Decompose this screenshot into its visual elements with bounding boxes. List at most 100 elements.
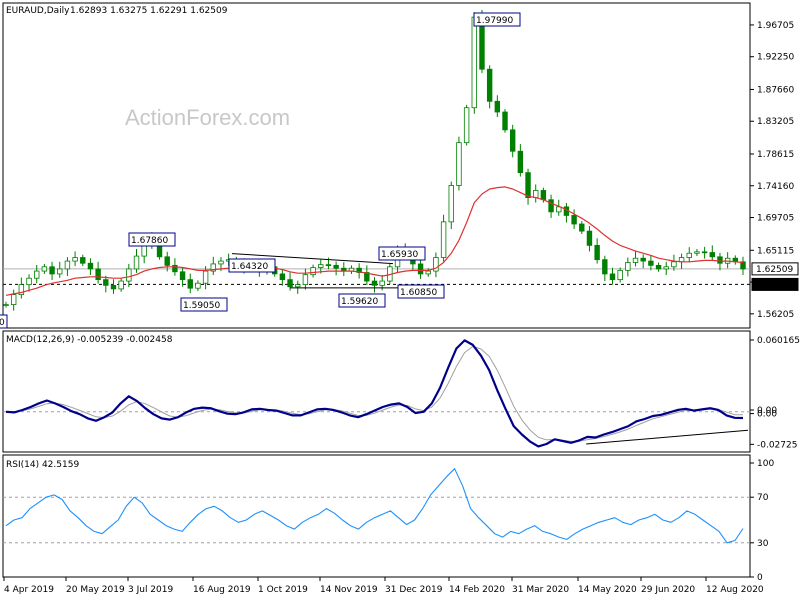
support-price-tag-box (751, 277, 799, 291)
rsi-line (5, 468, 744, 544)
x-tick-label: 3 Jul 2019 (128, 585, 173, 595)
price-series (3, 9, 746, 311)
price-annotations: 1.97990 1.67860 1.64320 1.65930 1.59050 1.596… (0, 12, 521, 329)
candle-body (41, 266, 48, 272)
annotation-box (228, 258, 276, 273)
candle-body (609, 273, 616, 281)
x-tick-label: 16 Aug 2019 (193, 585, 251, 595)
candle-body (179, 271, 186, 281)
candle-body (448, 185, 454, 223)
y-tick-label: 100 (757, 459, 774, 469)
candle-body (80, 257, 86, 264)
y-tick-label: 0.060165 (757, 336, 800, 346)
macd-line (5, 339, 744, 448)
candle-body (310, 267, 316, 276)
y-tick-label: 0.00 (757, 410, 777, 420)
y-tick-label: 1.83205 (757, 117, 794, 127)
candle-body (640, 257, 646, 262)
candle-body (717, 256, 723, 264)
support-price-tag: 1.60330 (756, 280, 793, 290)
rsi-pane: RSI(14) 42.5159 100 70 30 0 (2, 454, 774, 583)
candle-body (210, 263, 216, 272)
candle-body (302, 274, 309, 286)
candle-body (333, 264, 339, 269)
price-pane-frame (2, 2, 751, 329)
candle-body (195, 282, 201, 289)
x-tick-label: 31 Dec 2019 (385, 585, 443, 595)
candle-body (671, 261, 677, 268)
rsi-y-axis: 100 70 30 0 (750, 459, 774, 583)
candle-body (49, 266, 55, 275)
last-price-tag-box (751, 262, 799, 276)
annotation-box (0, 314, 8, 329)
y-tick-label: 0.00 (757, 406, 777, 416)
candle-body (579, 223, 585, 232)
price-ohlc-label: 1.62893 1.63275 1.62291 1.62509 (70, 6, 228, 16)
macd-trendline (586, 429, 749, 445)
candle-body (525, 172, 531, 198)
y-tick-label: -0.02725 (757, 440, 797, 450)
candle-body (279, 273, 286, 281)
candle-body (494, 100, 501, 113)
candle-body (57, 268, 63, 275)
x-tick-label: 1 Oct 2019 (258, 585, 308, 595)
candle-body (110, 284, 117, 290)
candle-body (456, 142, 462, 186)
y-tick-label: 70 (757, 493, 769, 503)
candle-body (540, 190, 547, 201)
macd-series (5, 339, 749, 448)
candle-body (379, 280, 385, 286)
candle-body (632, 257, 639, 263)
rsi-pane-title: RSI(14) 42.5159 (6, 460, 79, 470)
candle-body (26, 277, 32, 286)
rsi-reference-lines (3, 496, 750, 544)
x-axis: 4 Apr 2019 20 May 2019 3 Jul 2019 16 Aug 20… (3, 577, 764, 595)
candle-body (686, 252, 692, 258)
y-tick-label: 1.69705 (757, 214, 794, 224)
macd-y-axis: 0.060165 0.000.00 -0.02725 (750, 336, 800, 450)
annotation-label: 1.60850 (400, 288, 437, 298)
upper-trendline (231, 253, 394, 265)
annotation-box (338, 293, 386, 308)
annotation-label: 1.64320 (231, 262, 268, 272)
macd-pane-title: MACD(12,26,9) -0.005239 -0.002458 (6, 335, 173, 345)
price-pane: EURAUD,Daily 1.62893 1.63275 1.62291 1.6… (0, 2, 799, 329)
price-pane-title: EURAUD,Daily (6, 6, 70, 16)
candle-body (463, 107, 470, 144)
x-tick-label: 12 Aug 2020 (706, 585, 764, 595)
x-tick-label: 20 May 2019 (66, 585, 125, 595)
candle-body (187, 279, 193, 289)
annotation-label: 1.59620 (341, 297, 378, 307)
annotation-box (397, 284, 445, 299)
macd-pane: MACD(12,26,9) -0.005239 -0.002458 0.0601… (2, 330, 800, 453)
y-tick-label: 1.65115 (757, 246, 794, 256)
candle-body (617, 269, 623, 281)
price-tags: 1.62509 1.60330 (751, 262, 799, 291)
moving-average-line (5, 186, 744, 296)
candle-body (318, 264, 324, 268)
annotation-label: 1.67860 (131, 236, 168, 246)
candle-body (433, 257, 439, 272)
candle-body (440, 221, 447, 258)
annotation-label: 1.97990 (476, 16, 513, 26)
candle-body (295, 284, 301, 288)
candle-body (655, 264, 662, 270)
y-tick-label: 1.87660 (757, 85, 794, 95)
candle-body (663, 266, 669, 270)
y-tick-label: 1.74160 (757, 182, 794, 192)
candle-body (72, 257, 78, 262)
candle-body (594, 244, 600, 261)
y-tick-label: 30 (757, 539, 769, 549)
candle-body (648, 260, 654, 266)
candle-body (64, 260, 71, 270)
candle-body (356, 267, 362, 273)
annotation-box (473, 12, 521, 27)
candle-body (325, 264, 332, 267)
candle-body (701, 251, 708, 254)
y-tick-label: 1.78615 (757, 150, 794, 160)
y-tick-label: 1.92250 (757, 53, 794, 63)
candle-body (218, 260, 224, 265)
candle-body (486, 68, 493, 102)
